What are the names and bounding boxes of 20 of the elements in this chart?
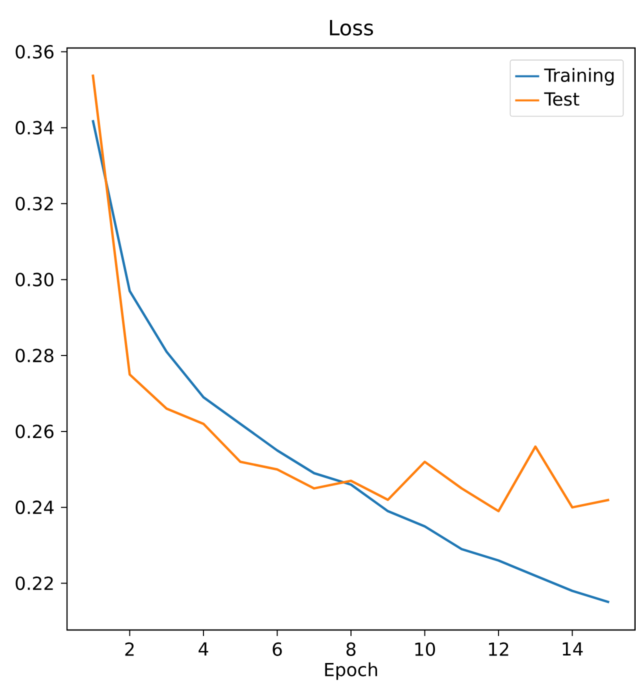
y-tick-label: 0.36 <box>16 44 54 59</box>
y-tick-label: 0.30 <box>16 272 54 286</box>
legend-label: Training <box>544 68 614 86</box>
y-tick-label: 0.34 <box>16 120 54 135</box>
y-tick-label: 0.24 <box>16 500 54 514</box>
legend-label: Test <box>544 92 580 106</box>
x-tick-label: 14 <box>562 642 583 656</box>
y-tick-label: 0.22 <box>16 576 53 590</box>
x-tick-label: 6 <box>272 642 282 656</box>
y-tick-label: 0.26 <box>16 424 54 438</box>
x-axis-title: Epoch <box>325 662 378 680</box>
x-tick-label: 12 <box>489 642 508 656</box>
x-tick-label: 2 <box>125 642 134 656</box>
y-tick-label: 0.32 <box>16 196 53 210</box>
chart-title: Loss <box>330 20 374 36</box>
line-series <box>92 118 610 604</box>
y-tick-label: 0.28 <box>16 348 54 362</box>
x-tick-label: 10 <box>415 642 436 656</box>
x-tick-label: 4 <box>198 642 208 656</box>
x-tick-label: 8 <box>346 642 356 656</box>
